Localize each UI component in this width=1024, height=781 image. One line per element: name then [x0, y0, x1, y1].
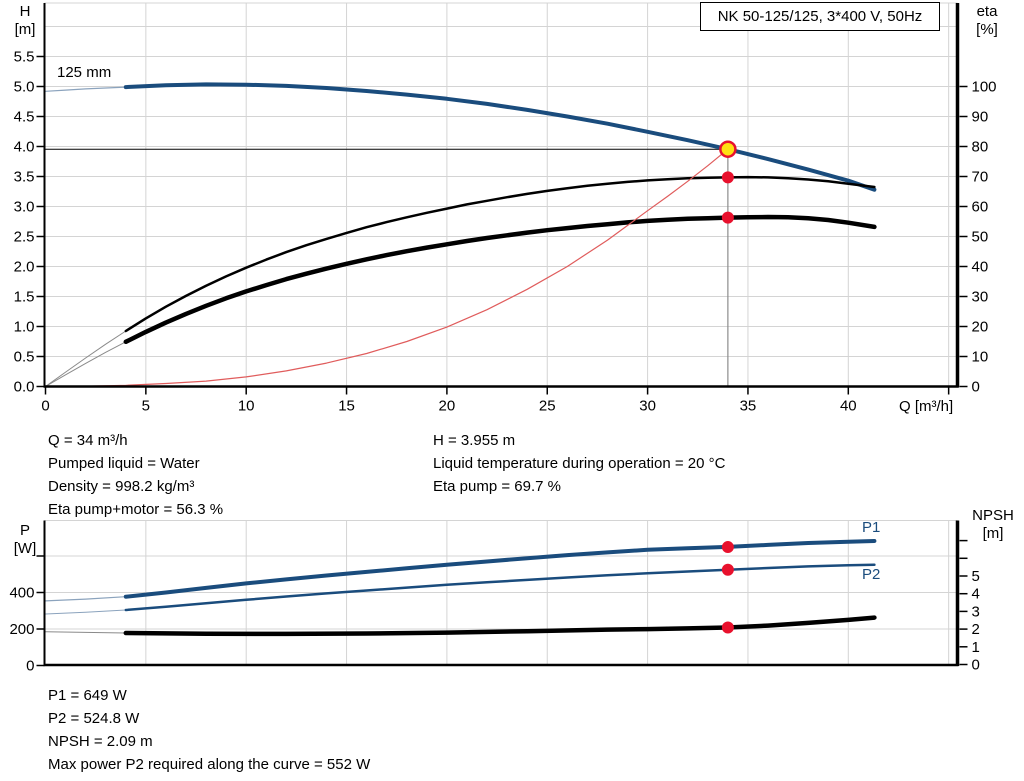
tick-label: 2.5 — [14, 229, 35, 246]
tick-label: 0 — [972, 657, 980, 674]
duty-point-marker[interactable] — [719, 140, 737, 158]
tick-label: 10 — [238, 398, 255, 415]
info-eta-pump-motor: Eta pump+motor = 56.3 % — [48, 501, 224, 518]
tick-label: 100 — [972, 79, 997, 96]
info-p2: P2 = 524.8 W — [48, 710, 140, 727]
marker-dot — [721, 211, 734, 224]
marker-dot — [721, 171, 734, 184]
info-npsh: NPSH = 2.09 m — [48, 733, 153, 750]
curve-iso-efficiency-curve — [44, 148, 729, 388]
tick-label: 4 — [972, 586, 980, 603]
tick-label: 4.0 — [14, 139, 35, 156]
marker-dot — [721, 541, 734, 554]
info-pumped-liquid: Pumped liquid = Water — [48, 455, 200, 472]
tick-label: 15 — [338, 398, 355, 415]
tick-label: 0 — [26, 658, 34, 675]
tick-label: 90 — [972, 109, 989, 126]
info-eta-pump: Eta pump = 69.7 % — [433, 478, 561, 495]
marker-dot — [721, 563, 734, 576]
tick-label: 40 — [972, 259, 989, 276]
curve-eta-pump-motor — [123, 214, 877, 345]
tick-label: 35 — [740, 398, 757, 415]
tick-label: 25 — [539, 398, 556, 415]
tick-label: 0.5 — [14, 349, 35, 366]
info-density: Density = 998.2 kg/m³ — [48, 478, 195, 495]
tick-label: 20 — [439, 398, 456, 415]
q-axis-unit-label: Q [m³/h] — [899, 398, 954, 415]
tick-label: 10 — [972, 349, 989, 366]
tick-label: 30 — [972, 289, 989, 306]
power-npsh-info: P1 = 649 W P2 = 524.8 W NPSH = 2.09 m Ma… — [48, 684, 370, 776]
tick-label: 3.0 — [14, 199, 35, 216]
info-p1: P1 = 649 W — [48, 687, 127, 704]
tick-label: 1 — [972, 639, 980, 656]
marker-dot — [721, 621, 734, 634]
duty-point-info-left: Q = 34 m³/h Pumped liquid = Water Densit… — [48, 429, 223, 521]
tick-label: 20 — [972, 319, 989, 336]
curve-p2-curve — [45, 609, 127, 615]
curve-p1-curve — [123, 539, 877, 599]
info-q: Q = 34 m³/h — [48, 432, 128, 449]
tick-label: 5.5 — [14, 49, 35, 66]
tick-label: 0 — [41, 398, 49, 415]
tick-label: 1.5 — [14, 289, 35, 306]
info-liquid-temperature: Liquid temperature during operation = 20… — [433, 455, 726, 472]
tick-label: 50 — [972, 229, 989, 246]
impeller-size-label: 125 mm — [57, 64, 112, 81]
tick-label: 70 — [972, 169, 989, 186]
tick-label: 5 — [142, 398, 150, 415]
info-h: H = 3.955 m — [433, 432, 516, 449]
tick-label: 0 — [972, 379, 980, 396]
h-q-chart: 0.0 0.5 1.0 1.5 2.0 2.5 3.0 3.5 4.0 4.5 5.0 5.5 0 10 2… — [14, 2, 997, 415]
duty-point-info-right: H = 3.955 m Liquid temperature during op… — [433, 429, 725, 498]
curve-npsh-curve — [45, 631, 127, 634]
curve-p2-curve — [124, 563, 876, 612]
curve-pump-curve — [44, 86, 127, 92]
curve-pump-curve — [123, 82, 877, 192]
p1-curve-label: P1 — [862, 519, 881, 536]
pump-title-box: NK 50-125/125, 3*400 V, 50Hz — [700, 2, 940, 31]
tick-label: 5 — [972, 568, 980, 585]
tick-label: 30 — [639, 398, 656, 415]
tick-label: 5.0 — [14, 79, 35, 96]
npsh-axis-unit-label: NPSH [m] — [972, 507, 1014, 542]
curve-npsh-curve — [123, 615, 877, 637]
tick-label: 3 — [972, 603, 980, 620]
tick-label: 3.5 — [14, 169, 35, 186]
curve-p1-curve — [44, 596, 127, 602]
p-axis-unit-label: P [W] — [13, 522, 37, 557]
tick-label: 2 — [972, 621, 980, 638]
tick-label: 1.0 — [14, 319, 35, 336]
curve-eta-pump-motor — [45, 341, 127, 387]
tick-label: 200 — [9, 621, 34, 638]
curve-eta-pump — [45, 330, 127, 387]
tick-label: 2.0 — [14, 259, 35, 276]
tick-label: 400 — [9, 585, 34, 602]
tick-label: 40 — [840, 398, 857, 415]
p2-curve-label: P2 — [862, 566, 881, 583]
tick-label: 80 — [972, 139, 989, 156]
tick-label: 60 — [972, 199, 989, 216]
info-max-power-p2: Max power P2 required along the curve = … — [48, 756, 371, 773]
curve-eta-pump — [124, 175, 876, 333]
eta-axis-unit-label: eta [%] — [976, 3, 998, 38]
h-axis-unit-label: H [m] — [14, 3, 36, 38]
tick-label: 4.5 — [14, 109, 35, 126]
tick-label: 0.0 — [14, 379, 35, 396]
